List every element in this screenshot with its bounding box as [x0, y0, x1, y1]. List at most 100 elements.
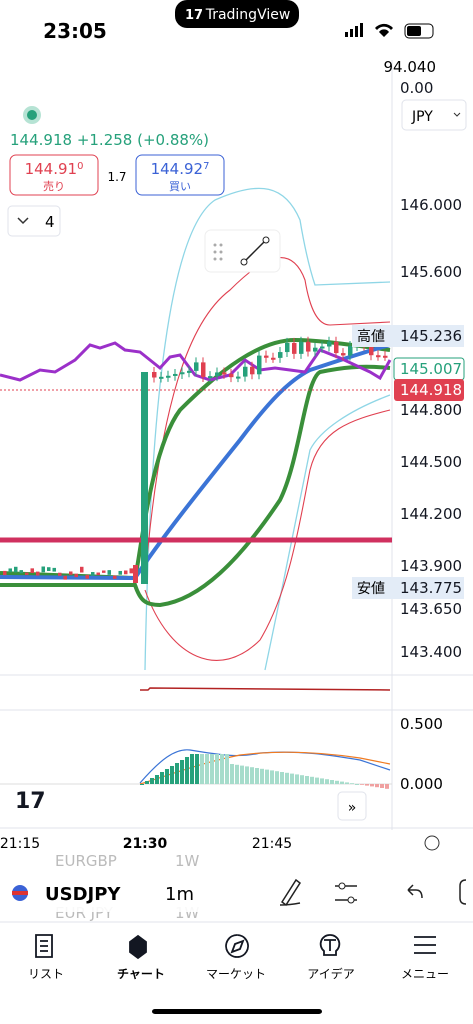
app-logo: 17	[185, 8, 203, 23]
nav-label[interactable]: リスト	[28, 967, 64, 981]
candle	[278, 352, 283, 358]
candle	[222, 372, 227, 375]
histogram-bar	[160, 772, 164, 784]
histogram-bar	[240, 765, 244, 784]
shape	[347, 896, 355, 904]
shape	[338, 882, 346, 890]
price-axis-label: 144.918	[400, 381, 462, 399]
sell-label: 売り	[43, 180, 65, 193]
histogram-bar	[200, 754, 204, 784]
shape	[204, 229, 281, 273]
histogram-bar	[210, 754, 214, 784]
histogram-bar	[185, 757, 189, 784]
interval[interactable]: 1m	[165, 884, 194, 905]
nav-label[interactable]: メニュー	[401, 967, 449, 981]
bottom-nav: リスト チャート マーケット アイデア メニュー	[28, 934, 449, 981]
histogram-bar	[255, 768, 259, 784]
nav-icon[interactable]	[35, 934, 53, 958]
histogram-bar	[165, 769, 169, 784]
histogram-bar	[340, 781, 344, 784]
candle	[52, 567, 56, 572]
nav-icon[interactable]	[225, 934, 249, 958]
shape: 0	[77, 161, 83, 172]
shape	[355, 26, 358, 37]
candle	[159, 376, 164, 379]
histogram-bar	[205, 754, 209, 784]
histogram-bar	[370, 784, 374, 787]
buy-price: 144.927	[151, 160, 210, 178]
histogram-bar	[330, 780, 334, 784]
price-axis-label: 0.00	[400, 79, 433, 97]
candle	[8, 568, 12, 573]
candle	[14, 566, 18, 573]
candle	[215, 372, 220, 377]
home-indicator	[152, 1009, 322, 1014]
candle	[306, 341, 311, 352]
ghost-interval: 1W	[175, 852, 200, 870]
candle	[25, 572, 29, 575]
histogram-bar	[195, 754, 199, 784]
candle	[250, 366, 255, 375]
candle	[30, 568, 34, 574]
price-axis-label: 146.000	[400, 196, 462, 214]
histogram-bar	[385, 784, 389, 789]
nav-icon[interactable]	[414, 936, 436, 954]
time-axis-label: 21:30	[123, 836, 168, 852]
undo[interactable]	[407, 884, 423, 899]
toolbar: USDJPY 1m	[0, 874, 473, 912]
candle	[152, 372, 157, 378]
status-icons	[345, 23, 434, 39]
histogram-bar	[155, 775, 159, 784]
shape: 144.918	[10, 131, 72, 149]
symbol[interactable]: USDJPY	[45, 884, 121, 905]
draw-tool[interactable]	[279, 878, 302, 907]
drawing-hint[interactable]	[204, 229, 281, 273]
candle	[383, 355, 388, 358]
candle	[229, 373, 234, 378]
settings-icon[interactable]	[424, 835, 440, 851]
shape	[345, 32, 348, 37]
histogram-bar	[335, 780, 339, 784]
nav-label[interactable]: アイデア	[307, 966, 354, 981]
volume-indicator	[140, 687, 391, 691]
histogram-bar	[325, 779, 329, 784]
shape: 17	[15, 789, 46, 814]
fullscreen[interactable]	[459, 879, 467, 905]
histogram-bar	[235, 764, 239, 784]
histogram-bar	[365, 784, 369, 786]
time-axis-label: 21:45	[252, 836, 292, 852]
candle	[376, 355, 381, 358]
nav-label[interactable]: マーケット	[206, 967, 266, 981]
candle	[80, 566, 84, 573]
candle	[166, 375, 171, 378]
currency-select[interactable]	[401, 99, 467, 131]
shape: 7	[203, 161, 209, 172]
indicator-toggle[interactable]	[7, 205, 61, 237]
time-axis-label: 21:15	[0, 836, 40, 852]
nav-icon[interactable]	[319, 934, 341, 956]
histogram-bar	[170, 766, 174, 784]
histogram-bar	[250, 767, 254, 784]
candle	[3, 570, 7, 576]
buy-button[interactable]	[135, 154, 225, 196]
candle	[341, 353, 346, 356]
nav-label[interactable]: チャート	[117, 967, 165, 981]
candle	[257, 355, 262, 375]
quote-panel: 144.918 +1.258 (+0.88%) 144.910 売り 1.7 1…	[7, 106, 225, 237]
candle	[327, 341, 332, 347]
candle	[118, 570, 122, 575]
histogram-bar	[230, 764, 234, 784]
histogram-bar	[300, 775, 304, 784]
shape	[213, 257, 217, 261]
candle	[369, 345, 374, 356]
scroll-latest[interactable]	[337, 791, 367, 821]
sell-button[interactable]	[9, 154, 99, 196]
price-badge	[394, 379, 464, 401]
scroll-icon: »	[348, 800, 357, 816]
indicator-count: 4	[45, 213, 55, 231]
histogram-bar	[315, 777, 319, 784]
candle	[141, 372, 148, 584]
nav-icon[interactable]	[129, 934, 147, 960]
candle	[74, 573, 78, 578]
